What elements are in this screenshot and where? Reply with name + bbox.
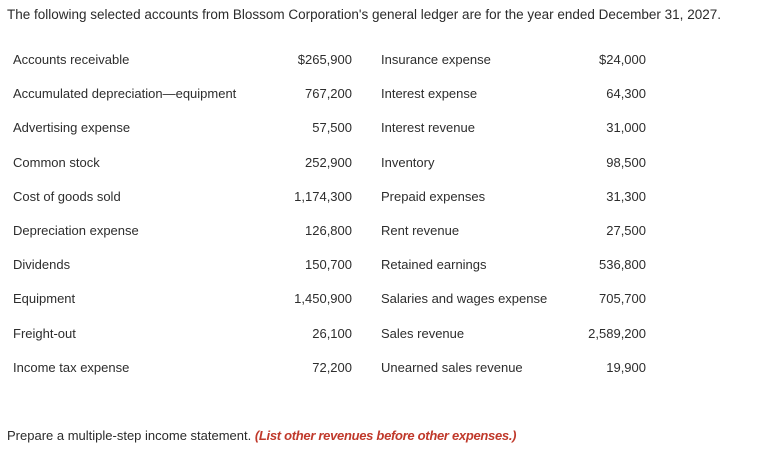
account-name: Unearned sales revenue — [381, 360, 523, 375]
account-amount: 150,700 — [305, 257, 352, 272]
account-amount: 64,300 — [606, 86, 646, 101]
account-row: Freight-out 26,100 Sales revenue 2,589,200 — [0, 326, 757, 346]
account-row: Equipment 1,450,900 Salaries and wages exp… — [0, 291, 757, 311]
instruction-note: (List other revenues before other expens… — [254, 428, 517, 443]
account-name: Common stock — [13, 155, 100, 170]
account-name: Advertising expense — [13, 120, 131, 135]
account-amount: 57,500 — [312, 120, 352, 135]
account-amount: 19,900 — [606, 360, 646, 375]
account-amount: 26,100 — [312, 326, 352, 341]
account-row: Cost of goods sold 1,174,300 Prepaid expen… — [0, 189, 757, 209]
account-name: Inventory — [381, 155, 435, 170]
account-amount: 31,000 — [606, 120, 646, 135]
account-amount: 72,200 — [312, 360, 352, 375]
instruction-main: Prepare a multiple-step income statement… — [7, 428, 252, 443]
account-row: Accumulated depreciation—equipment 767,20… — [0, 86, 757, 106]
account-name: Equipment — [13, 291, 76, 306]
account-name: Dividends — [13, 257, 71, 272]
account-name: Accumulated depreciation—equipment — [13, 86, 237, 101]
account-amount: 536,800 — [599, 257, 646, 272]
account-name: Retained earnings — [381, 257, 487, 272]
account-row: Common stock 252,900 Inventory 98,500 — [0, 155, 757, 175]
account-row: Advertising expense 57,500 Interest revenu… — [0, 120, 757, 140]
account-amount: 126,800 — [305, 223, 352, 238]
account-amount: 767,200 — [305, 86, 352, 101]
account-amount: 705,700 — [599, 291, 646, 306]
account-row: Depreciation expense 126,800 Rent revenue 2… — [0, 223, 757, 243]
account-row: Accounts receivable $265,900 Insurance exp… — [0, 52, 757, 72]
account-amount: 31,300 — [606, 189, 646, 204]
account-amount: 2,589,200 — [588, 326, 646, 341]
account-amount: 1,174,300 — [294, 189, 352, 204]
account-name: Accounts receivable — [13, 52, 130, 67]
account-row: Income tax expense 72,200 Unearned sales r… — [0, 360, 757, 380]
account-name: Income tax expense — [13, 360, 130, 375]
account-name: Interest revenue — [381, 120, 475, 135]
account-amount: $24,000 — [599, 52, 646, 67]
account-amount: 98,500 — [606, 155, 646, 170]
account-name: Sales revenue — [381, 326, 465, 341]
problem-intro: The following selected accounts from Blo… — [7, 7, 721, 22]
account-name: Cost of goods sold — [13, 189, 121, 204]
account-name: Salaries and wages expense — [381, 291, 548, 306]
account-name: Depreciation expense — [13, 223, 139, 238]
account-amount: 252,900 — [305, 155, 352, 170]
instruction-text: Prepare a multiple-step income statement… — [7, 428, 516, 443]
account-name: Freight-out — [13, 326, 76, 341]
account-name: Rent revenue — [381, 223, 460, 238]
account-amount: $265,900 — [297, 52, 352, 67]
account-name: Prepaid expenses — [381, 189, 486, 204]
account-amount: 27,500 — [606, 223, 646, 238]
account-name: Interest expense — [381, 86, 478, 101]
account-name: Insurance expense — [381, 52, 491, 67]
account-row: Dividends 150,700 Retained earnings 536,800 — [0, 257, 757, 277]
account-amount: 1,450,900 — [294, 291, 352, 306]
